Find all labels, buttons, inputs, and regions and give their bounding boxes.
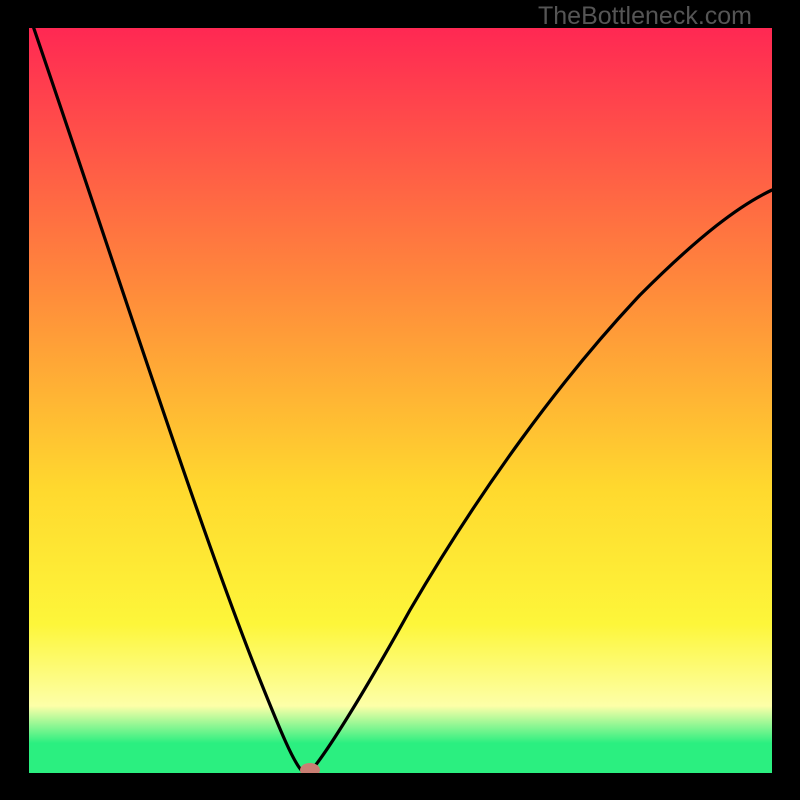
frame-bottom xyxy=(0,773,800,800)
gradient-background xyxy=(29,28,772,773)
frame-right xyxy=(772,0,800,800)
watermark-text: TheBottleneck.com xyxy=(538,2,752,31)
frame-left xyxy=(0,0,29,800)
plot-area: TheBottleneck.com xyxy=(0,0,800,800)
